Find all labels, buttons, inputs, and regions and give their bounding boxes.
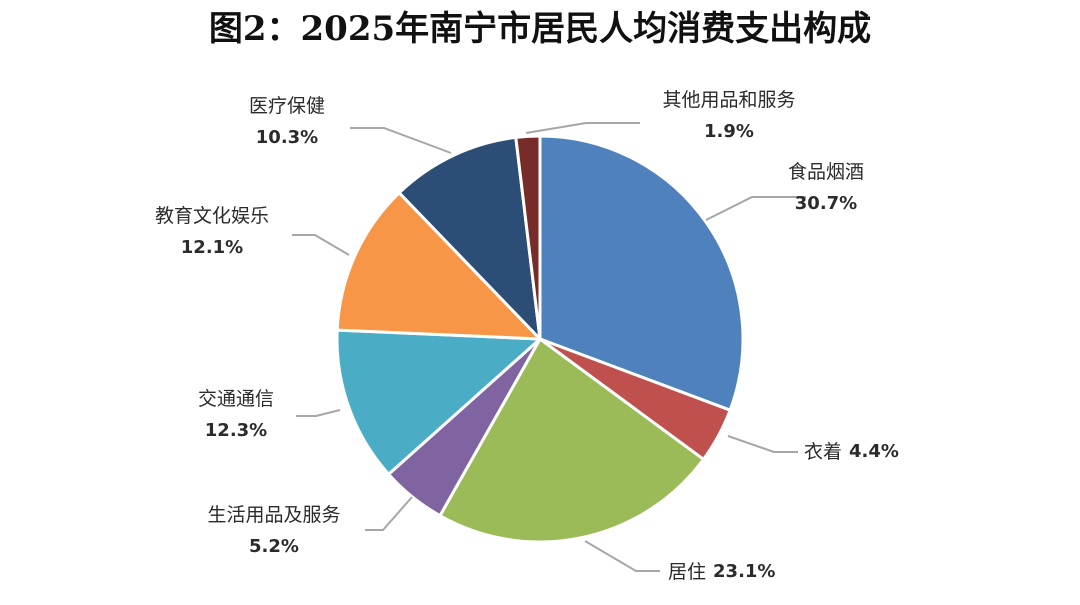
pie-slice bbox=[335, 328, 542, 476]
slice-percent-label: 30.7% bbox=[795, 193, 857, 214]
slice-labels: 食品烟酒 30.7% 衣着 4.4% 居住 23.1% 生活用品及服务 5.2% 交通通信 12.… bbox=[155, 89, 899, 583]
leader-lines bbox=[292, 122, 806, 572]
slice-category-label: 衣着 bbox=[804, 441, 842, 463]
slice-percent-label: 12.1% bbox=[181, 237, 243, 258]
leader-line bbox=[292, 234, 350, 256]
slice-label: 医疗保健 10.3% bbox=[249, 95, 325, 148]
slice-label: 衣着 4.4% bbox=[804, 441, 899, 463]
slice-label: 交通通信 12.3% bbox=[198, 388, 274, 441]
slice-category-label: 其他用品和服务 bbox=[662, 89, 795, 111]
leader-line bbox=[727, 435, 798, 453]
slice-label: 教育文化娱乐 12.1% bbox=[155, 205, 269, 258]
pie-slice bbox=[335, 191, 542, 341]
leader-line bbox=[525, 122, 640, 134]
slice-label: 其他用品和服务 1.9% bbox=[662, 89, 795, 142]
leader-line bbox=[584, 540, 660, 572]
slice-percent-label: 10.3% bbox=[256, 127, 318, 148]
slice-label: 生活用品及服务 5.2% bbox=[207, 504, 340, 557]
chart-title: 图2：2025年南宁市居民人均消费支出构成 bbox=[209, 9, 871, 49]
pie-slices bbox=[335, 134, 745, 544]
pie-slice bbox=[397, 135, 542, 341]
slice-category-label: 居住 bbox=[668, 561, 706, 583]
pie-slice bbox=[538, 134, 745, 412]
leader-line bbox=[705, 196, 806, 221]
slice-percent-label: 5.2% bbox=[249, 536, 299, 557]
leader-line bbox=[296, 409, 341, 417]
slice-category-label: 教育文化娱乐 bbox=[155, 205, 269, 227]
slice-percent-label: 4.4% bbox=[849, 441, 899, 462]
slice-percent-label: 12.3% bbox=[205, 420, 267, 441]
leader-line bbox=[350, 127, 452, 154]
slice-percent-label: 23.1% bbox=[713, 561, 775, 582]
slice-category-label: 食品烟酒 bbox=[788, 161, 864, 183]
slice-label: 食品烟酒 30.7% bbox=[788, 161, 864, 214]
pie-slice bbox=[514, 134, 542, 341]
slice-label: 居住 23.1% bbox=[668, 561, 775, 583]
slice-category-label: 生活用品及服务 bbox=[207, 504, 340, 526]
pie-slice bbox=[438, 337, 705, 544]
slice-category-label: 医疗保健 bbox=[249, 95, 325, 117]
slice-percent-label: 1.9% bbox=[704, 121, 754, 142]
leader-line bbox=[365, 496, 413, 531]
slice-category-label: 交通通信 bbox=[198, 388, 274, 410]
